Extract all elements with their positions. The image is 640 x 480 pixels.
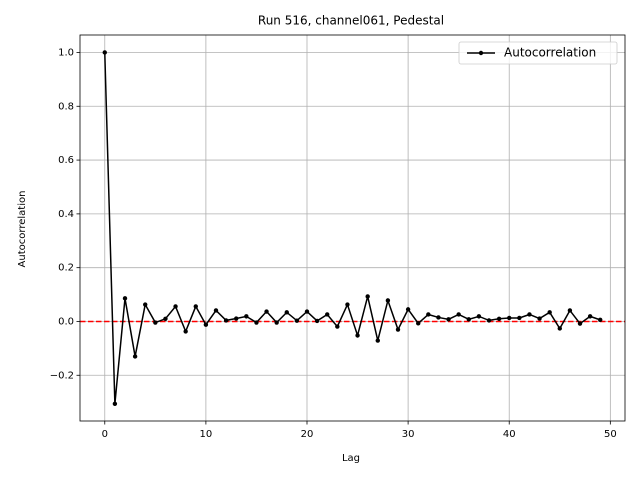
data-point	[345, 302, 350, 307]
x-tick-label: 30	[402, 429, 415, 440]
data-point	[355, 333, 360, 338]
x-tick-label: 0	[102, 429, 108, 440]
y-tick-label: 0.2	[58, 263, 74, 274]
data-point	[375, 338, 380, 343]
x-tick-label: 10	[200, 429, 213, 440]
data-point	[294, 318, 300, 323]
chart-title: Run 516, channel061, Pedestal	[258, 14, 444, 28]
data-point	[537, 316, 542, 321]
data-point	[395, 327, 401, 332]
data-point	[234, 316, 239, 321]
x-tick-label: 50	[604, 429, 617, 440]
x-axis-label: Lag	[342, 453, 360, 464]
plot-frame	[79, 34, 626, 422]
data-point	[547, 310, 552, 315]
data-point	[102, 50, 107, 55]
data-point	[476, 314, 482, 319]
data-point	[577, 321, 583, 326]
data-point	[486, 318, 492, 323]
legend-label: Autocorrelation	[504, 46, 596, 60]
data-point	[456, 312, 461, 317]
y-tick-label: 0.4	[58, 209, 74, 220]
data-point	[405, 307, 411, 312]
data-point	[173, 304, 178, 309]
data-point	[223, 318, 229, 323]
data-point	[466, 317, 471, 322]
data-point	[335, 324, 340, 329]
data-point	[365, 294, 370, 299]
data-point	[314, 318, 320, 324]
data-point	[567, 308, 573, 313]
y-tick-label: 0.0	[58, 316, 74, 327]
data-point	[527, 312, 532, 317]
y-tick-label: 0.6	[58, 155, 74, 166]
legend-box	[458, 41, 618, 65]
data-point	[557, 326, 562, 331]
data-point	[325, 312, 330, 317]
data-point	[517, 315, 522, 321]
y-tick-label: 0.8	[58, 101, 74, 112]
x-tick-label: 40	[503, 429, 516, 440]
data-point	[507, 315, 512, 321]
data-point	[598, 317, 603, 323]
data-point	[416, 321, 421, 326]
data-point	[203, 322, 209, 327]
data-point	[284, 310, 289, 315]
x-tick-label: 20	[301, 429, 314, 440]
data-point	[385, 298, 391, 303]
data-point	[264, 309, 269, 314]
data-point	[153, 320, 158, 325]
data-point	[436, 315, 441, 320]
data-point	[496, 316, 502, 321]
y-tick-label: 1.0	[58, 47, 74, 58]
data-point	[213, 308, 219, 313]
data-point	[274, 320, 279, 325]
data-point	[446, 317, 451, 322]
data-point	[426, 312, 431, 317]
data-point	[143, 302, 148, 307]
y-tick-label: −0.2	[50, 370, 74, 381]
data-point	[112, 401, 118, 406]
data-point	[163, 316, 168, 321]
data-point	[254, 320, 259, 325]
data-point	[132, 354, 138, 359]
legend-marker	[478, 50, 484, 56]
data-point	[244, 314, 249, 319]
data-point	[193, 304, 198, 309]
data-point	[183, 329, 188, 334]
data-point	[587, 314, 593, 319]
data-point	[304, 309, 310, 314]
data-point	[122, 296, 128, 301]
y-axis-label: Autocorrelation	[17, 191, 28, 268]
